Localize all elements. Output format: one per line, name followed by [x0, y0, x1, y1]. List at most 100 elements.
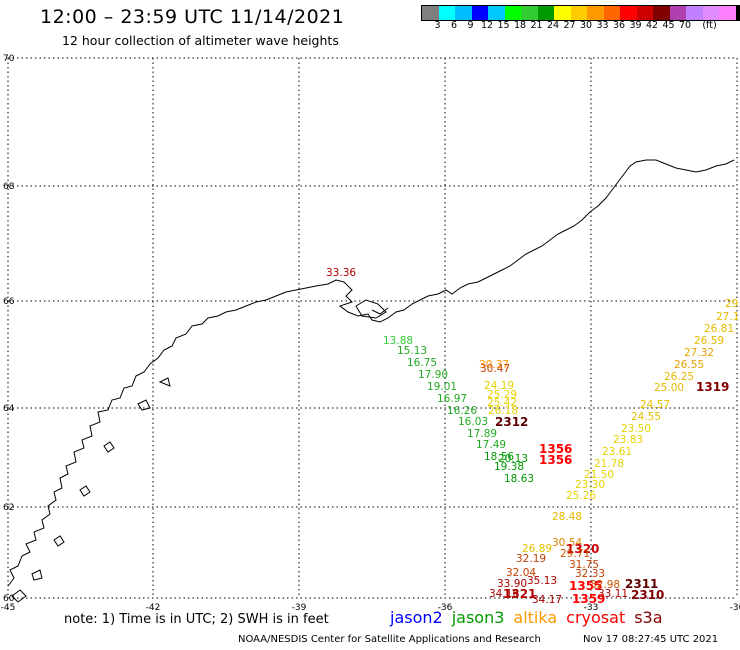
color-scale-label: (ft) [702, 20, 717, 31]
satellite-legend: jason2 jason3 altika cryosat s3a [390, 608, 672, 627]
color-swatch [504, 6, 521, 20]
wave-height-label: 1355 [569, 579, 602, 593]
wave-height-label: 29.5 [725, 298, 740, 310]
wave-height-label: 1321 [503, 587, 536, 601]
longitude-label: -33 [584, 603, 599, 613]
color-swatch [438, 6, 455, 20]
color-scale-labels: 3 6 9 12 15 18 21 24 27 30 33 36 39 42 45 70 (ft) [421, 20, 740, 34]
wave-height-label: 34.17 [532, 594, 562, 606]
color-scale-label: 12 [480, 20, 494, 31]
color-scale-label: 15 [497, 20, 510, 31]
wave-height-label: 24.57 [640, 399, 670, 411]
wave-height-label: 16.97 [437, 393, 467, 405]
latitude-label: 60 [3, 594, 15, 604]
wave-height-label: 33.90 [497, 578, 527, 590]
color-scale-label: 18 [513, 20, 527, 31]
generation-timestamp: Nov 17 08:27:45 UTC 2021 [583, 634, 719, 645]
color-scale-label: 45 [662, 20, 675, 31]
color-swatch [603, 6, 620, 20]
axis-labels: 70 68 66 64 62 60-45 -42 -39 -36 -33 -30 [1, 54, 740, 613]
wave-height-label: 24.55 [631, 411, 661, 423]
wave-height-label: 23.83 [613, 434, 643, 446]
wave-height-label: 34.16 [489, 588, 519, 600]
color-swatch [620, 6, 637, 20]
wave-height-label: 26.55 [674, 359, 704, 371]
longitude-label: -39 [292, 603, 307, 613]
wave-height-label: 26.81 [704, 323, 734, 335]
wave-height-label: 28.48 [552, 511, 582, 523]
greenland-coastline [7, 159, 735, 587]
credit-line: NOAA/NESDIS Center for Satellite Applica… [238, 634, 541, 645]
legend-item-altika: altika [513, 608, 558, 627]
color-swatch [455, 6, 472, 20]
color-swatch [554, 6, 571, 20]
color-scale-label: 6 [450, 20, 458, 31]
color-scale-label: 42 [645, 20, 659, 31]
legend-item-s3a: s3a [634, 608, 663, 627]
wave-height-label: 26.18 [488, 405, 518, 417]
graticule [7, 57, 738, 599]
wave-height-label: 23.30 [575, 479, 605, 491]
color-scale-label: 30 [579, 20, 593, 31]
latitude-label: 68 [3, 182, 15, 192]
color-scale-label: 36 [612, 20, 626, 31]
wave-height-label: 35.13 [527, 575, 557, 587]
coastline-islands [11, 299, 389, 603]
color-swatch [735, 6, 740, 20]
wave-height-label: 13.88 [383, 335, 413, 347]
wave-height-label: 25.29 [487, 389, 517, 401]
color-scale-label: 9 [467, 20, 474, 31]
wave-height-label: 31.75 [569, 559, 599, 571]
wave-height-label: 18.56 [484, 451, 514, 463]
wave-height-label: 2312 [495, 415, 528, 429]
color-swatch [686, 6, 703, 20]
wave-height-label: 18.63 [504, 473, 534, 485]
color-scale-label: 21 [530, 20, 543, 31]
wave-height-label: 16.75 [407, 357, 437, 369]
wave-height-label: 17.49 [476, 439, 506, 451]
color-scale-label: 24 [546, 20, 560, 31]
color-swatch [587, 6, 604, 20]
legend-item-jason2: jason2 [390, 608, 443, 627]
color-swatch [636, 6, 653, 20]
wave-height-label: 19.01 [427, 381, 457, 393]
wave-height-label: 2310 [631, 588, 664, 602]
color-swatch [422, 6, 439, 20]
wave-height-label: 2311 [625, 577, 658, 591]
legend-item-cryosat: cryosat [566, 608, 626, 627]
wave-height-observations: 33.36 13.8815.1316.7517.9019.0116.9716.26… [326, 267, 740, 606]
wave-height-label: 26.59 [694, 335, 724, 347]
color-swatch [521, 6, 538, 20]
wave-height-label: 1319 [696, 380, 729, 394]
color-swatch [537, 6, 554, 20]
longitude-label: -30 [730, 603, 740, 613]
wave-height-label: 30.47 [480, 363, 510, 375]
color-scale-label: 70 [678, 20, 692, 31]
color-scale-label: 39 [629, 20, 642, 31]
latitude-label: 70 [3, 54, 15, 64]
wave-height-label: 26.25 [664, 371, 694, 383]
longitude-label: -45 [1, 603, 16, 613]
wave-height-label: 27.32 [684, 347, 714, 359]
color-scale-label: 27 [563, 20, 576, 31]
wave-height-label: 29.71 [560, 548, 590, 560]
wave-height-label: 23.50 [621, 423, 651, 435]
wave-height-label: 30.54 [552, 537, 582, 549]
wave-height-label: 30.37 [479, 359, 509, 371]
wave-height-label: 27.1 [716, 311, 739, 323]
color-swatch [653, 6, 670, 20]
color-swatch [471, 6, 488, 20]
color-scale-label: 3 [434, 20, 441, 31]
wave-height-label: 20.13 [498, 453, 528, 465]
wave-height-label: 33.36 [326, 267, 356, 279]
color-swatch [669, 6, 686, 20]
wave-height-label: 16.03 [458, 416, 488, 428]
wave-height-label: 19.38 [494, 461, 524, 473]
wave-height-label: 23.61 [602, 446, 632, 458]
color-swatch [488, 6, 505, 20]
latitude-label: 62 [3, 503, 14, 513]
wave-height-label: 1356 [539, 453, 572, 467]
chart-subtitle: 12 hour collection of altimeter wave hei… [62, 33, 339, 48]
chart-title: 12:00 – 23:59 UTC 11/14/2021 [40, 6, 345, 28]
